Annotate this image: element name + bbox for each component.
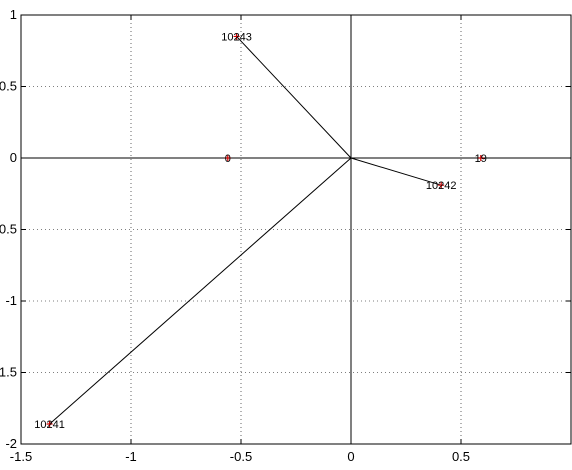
point-label-10241: 10241 [34, 419, 65, 431]
y-tick-label-0: -2 [5, 436, 17, 451]
point-label-10242: 10242 [426, 180, 457, 192]
x-tick-label-0: -1.5 [10, 449, 32, 464]
ray-10242 [350, 157, 442, 186]
point-marker-10243 [233, 33, 240, 40]
point-label-10243: 10243 [221, 31, 252, 43]
point-marker-10242 [438, 182, 445, 189]
x-tick-label-3: 0 [347, 449, 354, 464]
point-label-0: 0 [225, 153, 231, 165]
y-tick-label-5: 0.5 [0, 79, 17, 94]
plot-frame [20, 14, 572, 445]
y-tick-label-1: -1.5 [0, 365, 17, 380]
ray-10241 [49, 157, 352, 425]
x-tick-label-1: -1 [125, 449, 137, 464]
point-marker-19 [477, 155, 484, 161]
y-tick-label-6: 1 [10, 7, 17, 22]
point-marker-0 [224, 155, 231, 161]
y-tick-label-3: -0.5 [0, 222, 17, 237]
x-tick-label-2: -0.5 [230, 449, 252, 464]
y-tick-label-4: 0 [10, 150, 17, 165]
x-tick-label-4: 0.5 [452, 449, 470, 464]
y-tick-label-2: -1 [5, 293, 17, 308]
point-marker-10241 [46, 420, 53, 427]
ray-10243 [236, 36, 352, 159]
point-label-19: 19 [475, 153, 487, 165]
